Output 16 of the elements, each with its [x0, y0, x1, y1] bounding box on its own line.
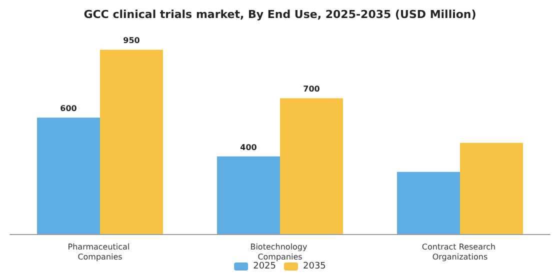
bar	[37, 118, 100, 234]
bar	[460, 142, 523, 234]
x-tick-label: Biotechnology Companies	[250, 242, 310, 262]
legend-label: 2035	[303, 262, 326, 272]
x-tick-label: Pharmaceutical Companies	[68, 242, 132, 262]
bar	[280, 98, 343, 234]
bar	[100, 50, 163, 234]
bar	[217, 156, 280, 234]
data-label: 700	[303, 84, 320, 94]
data-label: 400	[240, 142, 258, 152]
legend-label: 2025	[253, 262, 276, 272]
chart-title: GCC clinical trials market, By End Use, 2025-2035 (USD Million)	[84, 8, 476, 21]
x-tick-label: Contract Research Organizations	[422, 242, 498, 262]
data-label: 950	[123, 36, 140, 46]
bar	[397, 172, 460, 234]
data-label: 600	[60, 104, 78, 114]
